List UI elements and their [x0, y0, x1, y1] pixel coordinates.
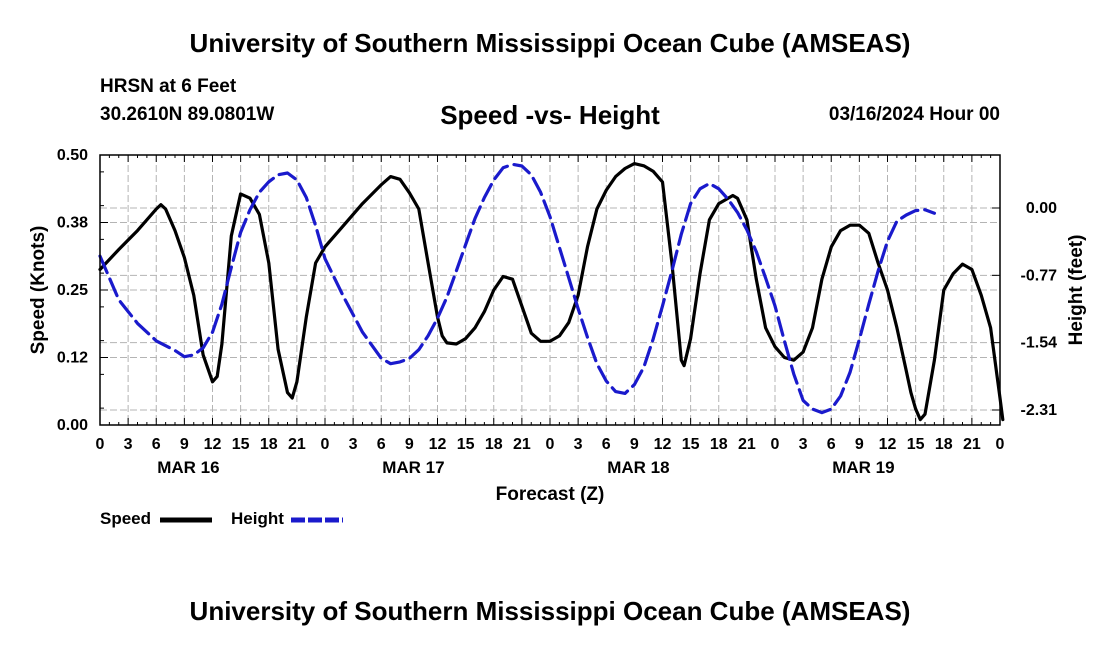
x-tick-label: 0: [996, 436, 1005, 453]
y-tick-label: 0.50: [57, 147, 88, 164]
legend-height-label: Height: [231, 509, 284, 528]
y-tick-label: 0.00: [57, 417, 88, 434]
x-tick-label: 6: [152, 436, 161, 453]
station-coordinates: 30.2610N 89.0801W: [100, 104, 275, 125]
y2-tick-label: -0.77: [1021, 267, 1058, 284]
forecast-run-time: 03/16/2024 Hour 00: [828, 104, 1000, 125]
y-axis-title: Speed (Knots): [28, 226, 49, 355]
date-label: MAR 17: [382, 458, 444, 477]
x-tick-label: 15: [682, 436, 700, 453]
y-tick-label: 0.12: [57, 350, 88, 367]
x-tick-label: 0: [546, 436, 555, 453]
y2-tick-label: -1.54: [1021, 335, 1058, 352]
x-tick-label: 12: [204, 436, 222, 453]
date-label: MAR 16: [157, 458, 219, 477]
x-tick-label: 9: [855, 436, 864, 453]
grid: [100, 155, 1000, 425]
y2-tick-label: -2.31: [1021, 402, 1058, 419]
page-title: University of Southern Mississippi Ocean…: [189, 28, 911, 58]
x-tick-label: 12: [879, 436, 897, 453]
x-tick-label: 21: [963, 436, 981, 453]
x-tick-label: 9: [405, 436, 414, 453]
x-tick-label: 18: [485, 436, 503, 453]
series-line-speed: [98, 162, 1005, 422]
x-tick-label: 15: [907, 436, 925, 453]
y-tick-label: 0.25: [57, 282, 88, 299]
x-tick-label: 15: [457, 436, 475, 453]
x-tick-label: 3: [124, 436, 133, 453]
x-tick-label: 21: [738, 436, 756, 453]
x-tick-label: 21: [288, 436, 306, 453]
x-axis-title: Forecast (Z): [496, 484, 605, 505]
series-line-height: [98, 162, 936, 415]
x-tick-label: 12: [429, 436, 447, 453]
x-tick-label: 15: [232, 436, 250, 453]
x-tick-label: 9: [180, 436, 189, 453]
x-tick-label: 6: [827, 436, 836, 453]
x-tick-label: 0: [321, 436, 330, 453]
y2-axis-title: Height (feet): [1066, 235, 1087, 346]
x-tick-label: 6: [602, 436, 611, 453]
axis-ticks: [99, 154, 1001, 426]
station-name: HRSN at 6 Feet: [100, 76, 237, 97]
date-label: MAR 19: [832, 458, 894, 477]
x-tick-label: 21: [513, 436, 531, 453]
y-tick-label: 0.38: [57, 215, 88, 232]
axis-labels: 0 3 6 9 12 15 18 21 0 3 6 9 12 15 18 21 0 3 6 9 12 15 18 21 0 3 6 9…: [57, 147, 1057, 477]
y2-tick-label: 0.00: [1026, 200, 1057, 217]
date-label: MAR 18: [607, 458, 669, 477]
x-tick-label: 6: [377, 436, 386, 453]
x-tick-label: 18: [935, 436, 953, 453]
x-tick-label: 0: [771, 436, 780, 453]
footer-title: University of Southern Mississippi Ocean…: [189, 596, 911, 626]
x-tick-label: 12: [654, 436, 672, 453]
series-layer: [98, 162, 1005, 422]
x-tick-label: 9: [630, 436, 639, 453]
x-tick-label: 0: [96, 436, 105, 453]
x-tick-label: 3: [349, 436, 358, 453]
x-tick-label: 18: [710, 436, 728, 453]
chart-title: Speed -vs- Height: [440, 100, 660, 130]
x-tick-label: 3: [799, 436, 808, 453]
legend-speed-label: Speed: [100, 509, 152, 528]
x-tick-label: 18: [260, 436, 278, 453]
x-tick-label: 3: [574, 436, 583, 453]
